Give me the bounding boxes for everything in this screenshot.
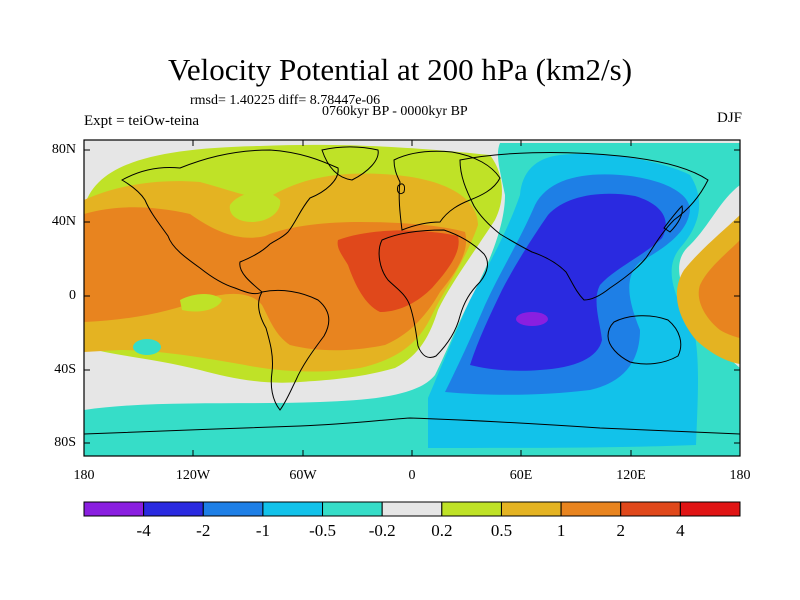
asia-coast xyxy=(459,152,709,301)
lat-label-40s: 40S xyxy=(54,362,76,377)
experiment-label: Expt = teiOw-teina xyxy=(84,113,200,129)
lon-label-60w: 60W xyxy=(289,468,317,483)
colorbar-box xyxy=(679,501,741,517)
lon-label-0: 0 xyxy=(408,468,416,483)
colorbar-label: -0.5 xyxy=(309,521,336,540)
time-period-label: 0760kyr BP - 0000kyr BP xyxy=(322,104,468,119)
rmsd-diff-stats: rmsd= 1.40225 diff= 8.78447e-06 xyxy=(190,93,381,108)
colorbar-box xyxy=(322,501,383,517)
extreme-negative-core xyxy=(516,312,548,326)
australia-coast xyxy=(607,315,682,365)
lat-label-80s: 80S xyxy=(54,435,76,450)
lat-label-40n: 40N xyxy=(51,214,76,229)
colorbar-box xyxy=(262,501,324,517)
colorbar-label: 1 xyxy=(556,521,566,540)
japan-coast xyxy=(663,205,683,233)
lon-label-120e: 120E xyxy=(616,468,646,483)
strong-negative-region xyxy=(470,193,666,371)
colorbar-label: 0.5 xyxy=(490,521,513,540)
weak-positive-patch-pacific xyxy=(180,294,222,312)
uk-coast xyxy=(397,183,405,195)
coastlines xyxy=(84,146,740,435)
colorbar-box xyxy=(620,501,681,517)
colorbar xyxy=(83,501,741,517)
antarctica-coast xyxy=(84,417,740,435)
colorbar-box xyxy=(441,501,502,517)
lon-label-180w: 180 xyxy=(73,468,95,483)
colorbar-box xyxy=(83,501,145,517)
africa-coast xyxy=(378,229,488,359)
colorbar-label: -4 xyxy=(136,521,151,540)
lat-label-80n: 80N xyxy=(51,142,76,157)
season-label: DJF xyxy=(716,110,742,126)
north-america-coast xyxy=(121,149,339,295)
colorbar-box xyxy=(143,501,204,517)
colorbar-box xyxy=(500,501,562,517)
lat-label-eq: 0 xyxy=(69,288,76,303)
weak-positive-patch xyxy=(229,192,281,222)
colorbar-box xyxy=(560,501,622,517)
colorbar-label: 2 xyxy=(616,521,625,540)
weak-negative-patch xyxy=(133,339,161,355)
lon-label-60e: 60E xyxy=(509,468,533,483)
colorbar-box xyxy=(381,501,443,517)
colorbar-label: -0.2 xyxy=(368,521,396,540)
colorbar-box xyxy=(202,501,264,517)
south-america-coast xyxy=(258,289,330,411)
lon-label-180e: 180 xyxy=(729,468,751,483)
colorbar-label: 4 xyxy=(676,521,685,540)
strong-positive-region xyxy=(337,230,459,312)
europe-coast xyxy=(393,150,501,231)
plot-title: Velocity Potential at 200 hPa (km2/s) xyxy=(167,52,633,87)
pacific-moderate-positive-region xyxy=(698,240,740,338)
greenland-coast xyxy=(321,146,379,181)
lon-label-120w: 120W xyxy=(175,468,211,483)
velocity-potential-field xyxy=(84,140,740,456)
axis-ticks xyxy=(83,140,741,456)
colorbar-label: 0.2 xyxy=(431,521,453,540)
colorbar-label: -2 xyxy=(196,521,211,540)
colorbar-label: -1 xyxy=(255,521,270,540)
